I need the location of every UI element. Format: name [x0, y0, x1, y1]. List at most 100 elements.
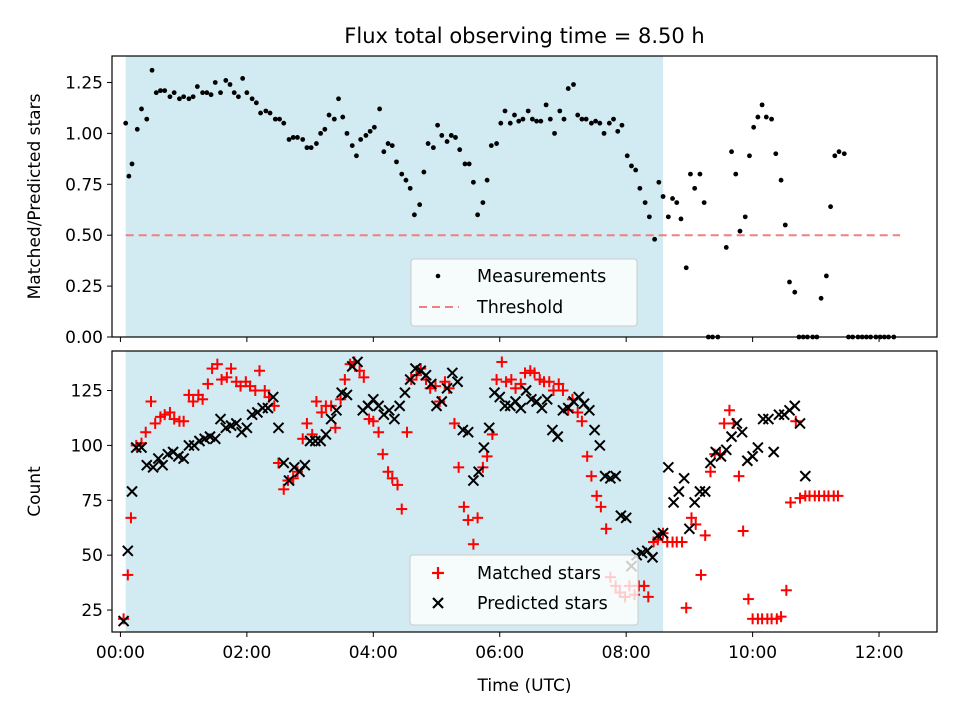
matched-star-marker [581, 450, 593, 462]
measurement-point [363, 133, 369, 138]
matched-star-marker [467, 538, 479, 550]
predicted-star-marker [551, 430, 564, 443]
measurement-point [543, 102, 549, 108]
matched-star-marker [595, 501, 607, 513]
measurement-point [318, 130, 324, 136]
matched-star-marker [310, 395, 322, 407]
measurement-point [683, 265, 689, 271]
matched-star-marker [794, 492, 806, 504]
measurement-point [354, 153, 359, 159]
measurement-point [656, 179, 662, 185]
matched-star-marker [775, 611, 787, 623]
y-tick-label: 1.25 [65, 73, 103, 93]
measurement-point [435, 122, 440, 128]
measurement-point [792, 289, 798, 295]
matched-star-marker [676, 536, 688, 548]
measurement-point [579, 116, 585, 122]
measurement-point [349, 143, 355, 148]
predicted-star-marker [325, 413, 337, 425]
measurement-point [466, 161, 472, 167]
predicted-star-marker [704, 457, 717, 469]
matched-star-marker [254, 365, 266, 377]
matched-star-marker [481, 450, 493, 462]
matched-star-marker [335, 393, 347, 405]
measurement-point [769, 116, 774, 122]
predicted-star-marker [794, 417, 806, 430]
measurement-point [129, 161, 135, 167]
predicted-star-marker [594, 439, 606, 452]
measurement-point [624, 153, 630, 159]
predicted-star-marker [683, 523, 696, 535]
predicted-star-marker [483, 422, 495, 434]
matched-star-marker [211, 358, 223, 370]
predicted-star-marker [117, 615, 130, 627]
measurement-point [561, 116, 567, 122]
measurement-point [158, 88, 163, 94]
predicted-star-marker [126, 485, 138, 498]
matched-star-marker [122, 569, 134, 581]
predicted-star-marker [383, 404, 395, 416]
measurement-point [267, 110, 273, 116]
predicted-star-marker [467, 474, 480, 487]
matched-star-marker [382, 466, 394, 478]
matched-star-marker [780, 584, 792, 596]
matched-star-marker [453, 461, 465, 473]
y-tick-label: 0.25 [65, 277, 103, 297]
measurement-point [371, 124, 377, 130]
predicted-star-marker [272, 422, 285, 434]
predicted-star-marker [699, 485, 711, 498]
legend-threshold-label: Threshold [476, 298, 563, 318]
measurement-point [619, 122, 625, 128]
predicted-star-marker [515, 402, 527, 414]
measurement-point [773, 151, 779, 157]
measurement-point [755, 114, 761, 120]
bottom-y-axis-label: Count [25, 466, 45, 517]
measurement-point [322, 126, 328, 132]
matched-star-marker [278, 483, 290, 495]
matched-star-marker [638, 580, 650, 592]
measurement-point [227, 82, 233, 87]
measurement-point [633, 167, 639, 173]
matched-star-marker [183, 389, 195, 401]
measurement-point [253, 100, 259, 106]
matched-star-marker [529, 367, 541, 379]
measurement-point [421, 169, 427, 175]
measurement-point [547, 116, 553, 122]
predicted-star-marker [451, 376, 464, 388]
measurement-point [236, 94, 241, 100]
y-tick-label: 0.75 [65, 175, 103, 195]
matched-star-marker [386, 472, 398, 484]
measurement-point [457, 147, 463, 153]
measurement-point [308, 145, 314, 151]
matched-star-marker [178, 415, 190, 427]
y-tick-label: 0.00 [65, 328, 103, 348]
matched-star-marker [168, 413, 180, 425]
matched-star-marker [733, 470, 745, 482]
measurement-point [407, 185, 413, 191]
predicted-star-marker [746, 450, 759, 463]
matched-star-marker [429, 380, 441, 392]
measurement-point [828, 204, 833, 210]
predicted-star-marker [762, 413, 775, 425]
matched-star-marker [785, 496, 797, 508]
measurement-point [340, 114, 346, 120]
y-tick-label: 100 [71, 436, 103, 456]
bottom-panel: 25 50 75 100 125 00:00 02:00 04:00 06:00 08:00 10… [25, 350, 938, 696]
predicted-star-marker [736, 426, 748, 438]
predicted-star-marker [757, 413, 769, 425]
measurement-point [249, 96, 255, 102]
predicted-star-marker [773, 408, 785, 421]
predicted-star-marker [789, 400, 801, 412]
predicted-star-marker [283, 474, 295, 487]
bottom-y-ticks: 25 50 75 100 125 [71, 382, 112, 621]
x-tick-label: 10:00 [728, 643, 777, 663]
predicted-star-marker [214, 413, 227, 425]
y-tick-label: 1.00 [65, 124, 103, 144]
x-axis-label: Time (UTC) [477, 676, 572, 696]
measurement-point [593, 118, 599, 124]
matched-star-marker [737, 525, 749, 537]
predicted-star-marker [399, 387, 411, 399]
measurement-point [637, 185, 643, 191]
predicted-star-marker [720, 444, 732, 456]
